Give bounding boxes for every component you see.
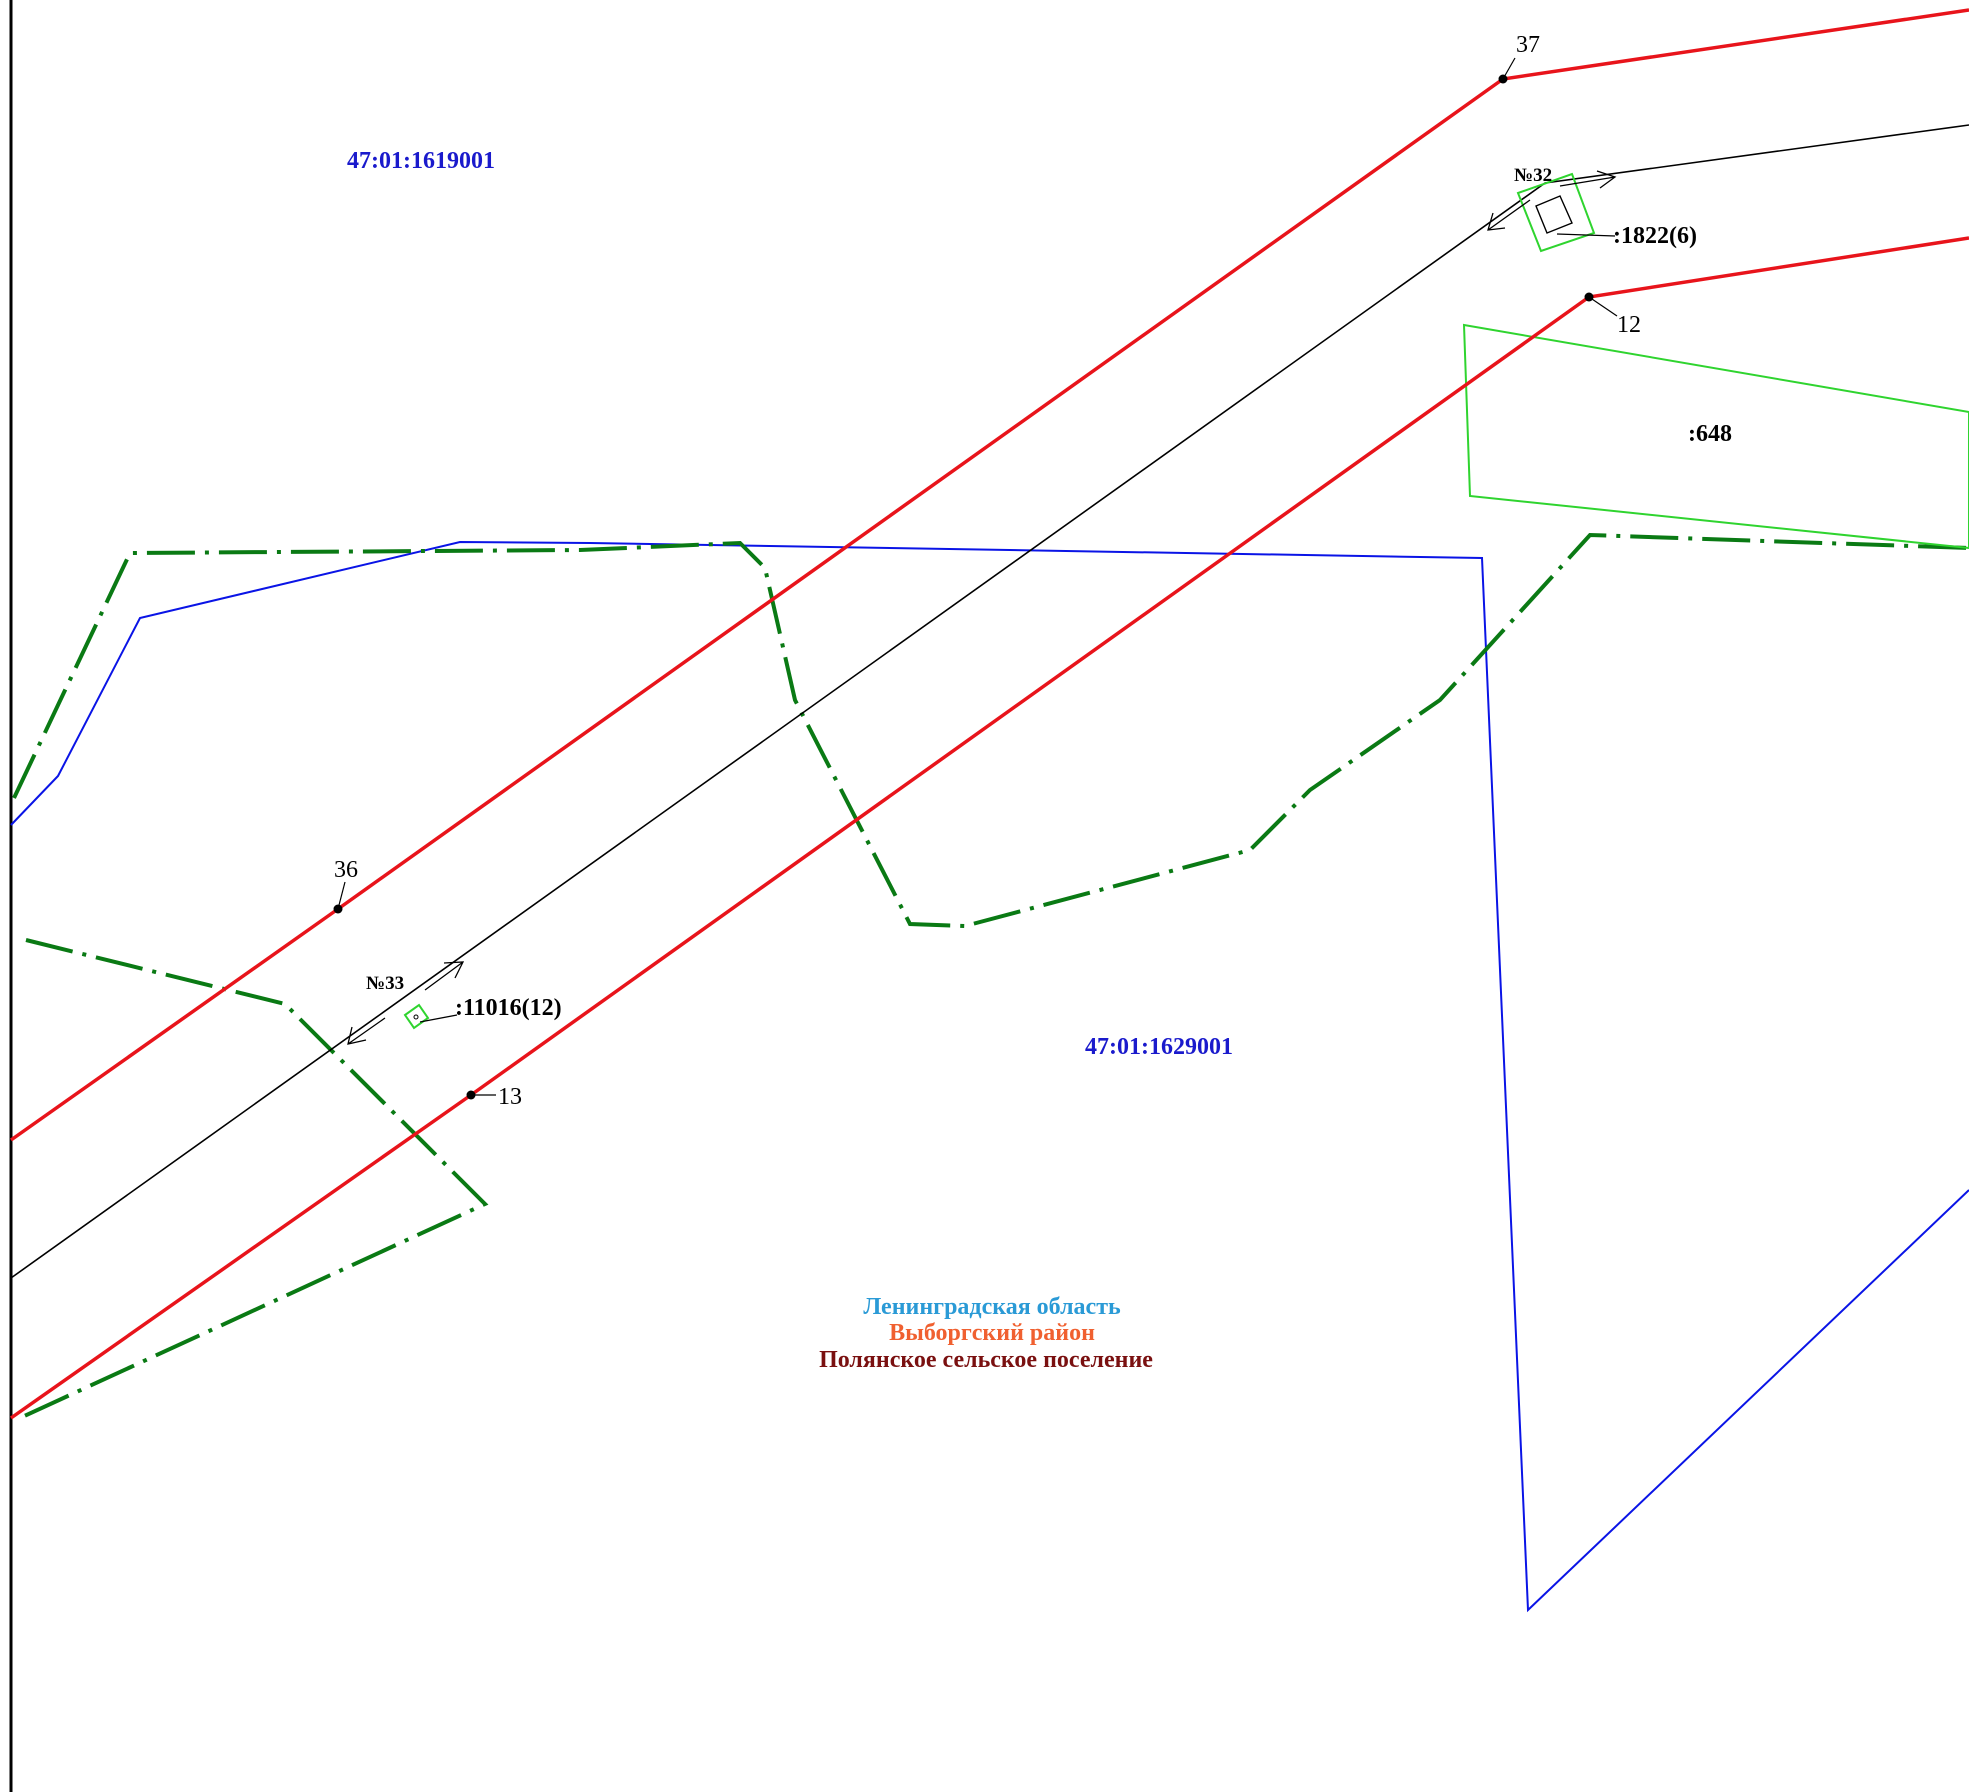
leader-12 xyxy=(1588,296,1618,317)
parcel-11016-label: :11016(12) xyxy=(455,995,562,1021)
parcel-1822-label: :1822(6) xyxy=(1613,223,1697,249)
parcel-648-outline xyxy=(1462,323,1969,550)
arrow-33-right xyxy=(424,961,465,991)
axis-line xyxy=(10,124,1969,1279)
parcel-11016-outline xyxy=(403,1003,430,1030)
quarter-label-1619001: 47:01:1619001 xyxy=(347,148,495,174)
parcel-648-label: :648 xyxy=(1688,421,1732,447)
leader-37 xyxy=(1502,57,1516,80)
leader-36 xyxy=(337,881,346,910)
green-zone-boundary-south xyxy=(19,938,489,1420)
arrow-32-right xyxy=(1559,170,1617,189)
red-border-lower xyxy=(9,236,1969,1420)
point-37-label: 37 xyxy=(1516,32,1540,58)
arrow-33-left xyxy=(347,1017,386,1045)
object-33-marker xyxy=(413,1014,419,1020)
point-12-label: 12 xyxy=(1617,312,1641,338)
parcel-1822-outline xyxy=(1516,172,1596,253)
quarter-label-1629001: 47:01:1629001 xyxy=(1085,1034,1233,1060)
region-oblast-label: Ленинградская область xyxy=(863,1294,1121,1320)
object-32-contour xyxy=(1535,195,1573,234)
blue-boundary-line xyxy=(10,540,1969,1613)
red-border-upper xyxy=(9,8,1969,1142)
leader-11016 xyxy=(419,1014,458,1023)
region-raion-label: Выборгский район xyxy=(889,1320,1095,1346)
leader-1822 xyxy=(1556,233,1616,237)
region-settlement-label: Полянское сельское поселение xyxy=(819,1347,1153,1373)
object-32-label: №32 xyxy=(1514,165,1552,186)
object-33-label: №33 xyxy=(366,973,404,994)
green-zone-boundary-north xyxy=(12,532,1969,929)
point-13-label: 13 xyxy=(498,1084,522,1110)
arrow-32-left xyxy=(1487,199,1531,231)
point-36-label: 36 xyxy=(334,857,358,883)
